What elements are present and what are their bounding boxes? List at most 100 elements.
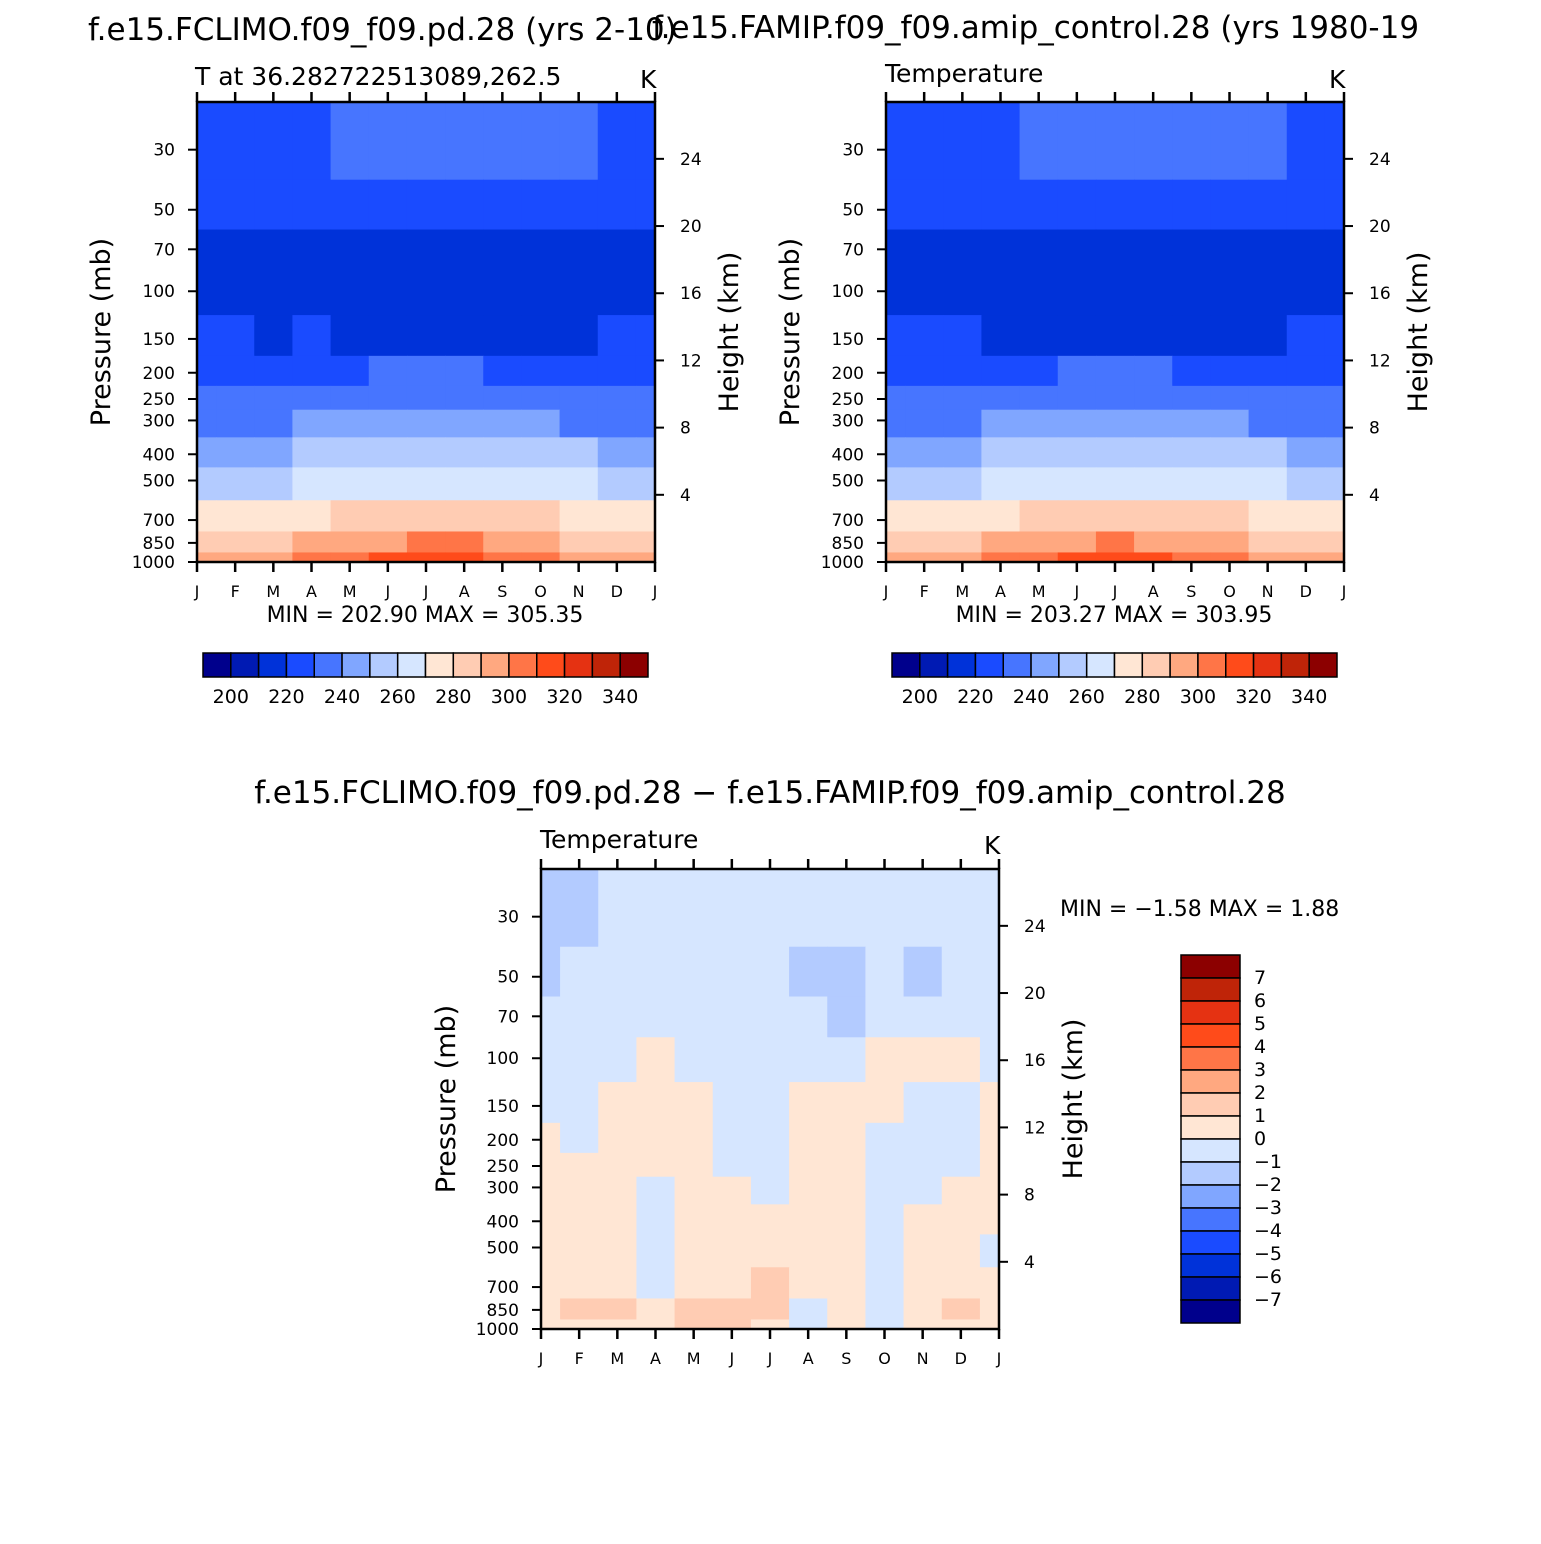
data-cell bbox=[598, 1176, 638, 1205]
data-cell bbox=[865, 1122, 905, 1154]
data-cell bbox=[445, 437, 484, 468]
colorbar-label: 3 bbox=[1254, 1059, 1266, 1081]
data-cell bbox=[905, 500, 944, 533]
panel-amip-title: Temperature bbox=[884, 59, 1043, 88]
data-cell bbox=[598, 946, 638, 998]
data-cell bbox=[445, 409, 484, 438]
y-tick-label: 850 bbox=[487, 1301, 519, 1321]
data-cell bbox=[1210, 385, 1250, 411]
data-cell bbox=[483, 500, 523, 533]
x-tick-label: A bbox=[459, 582, 470, 601]
colorbar-label: 280 bbox=[435, 686, 471, 708]
data-cell bbox=[483, 179, 523, 231]
colorbar-swatch bbox=[341, 652, 371, 678]
data-cell bbox=[636, 869, 676, 948]
data-cell bbox=[541, 1152, 561, 1178]
y2-tick-label: 16 bbox=[680, 284, 702, 304]
data-cell bbox=[1134, 385, 1173, 411]
data-cell bbox=[368, 315, 408, 357]
data-cell bbox=[330, 409, 370, 438]
colorbar-label: 280 bbox=[1124, 686, 1160, 708]
data-cell bbox=[750, 1037, 790, 1083]
data-cell bbox=[541, 1319, 561, 1330]
data-cell bbox=[1210, 179, 1250, 231]
figure-title-left: f.e15.FCLIMO.f09_f09.pd.28 (yrs 2-10) bbox=[88, 12, 677, 48]
y-tick-label: 300 bbox=[143, 411, 175, 431]
data-cell bbox=[1134, 552, 1173, 563]
colorbar-swatch bbox=[285, 652, 315, 678]
data-cell bbox=[979, 1319, 1000, 1330]
data-cell bbox=[521, 102, 561, 181]
y-tick-label: 700 bbox=[832, 511, 864, 531]
data-cell bbox=[330, 315, 370, 357]
x-tick-label: J bbox=[767, 1349, 773, 1368]
data-cell bbox=[254, 467, 294, 501]
colorbar-swatch bbox=[1058, 652, 1088, 678]
data-cell bbox=[1210, 270, 1250, 316]
data-cell bbox=[905, 531, 944, 554]
data-cell bbox=[903, 1176, 943, 1205]
colorbar-swatch bbox=[257, 652, 288, 678]
data-cell bbox=[254, 102, 294, 181]
data-cell bbox=[1019, 552, 1059, 563]
data-cell bbox=[981, 315, 1021, 357]
data-cell bbox=[1324, 229, 1345, 271]
data-cell bbox=[483, 355, 523, 387]
data-cell bbox=[789, 1319, 828, 1330]
data-cell bbox=[1172, 409, 1212, 438]
data-cell bbox=[674, 1082, 714, 1124]
data-cell bbox=[943, 385, 983, 411]
data-cell bbox=[521, 552, 561, 563]
data-cell bbox=[827, 1319, 867, 1330]
data-cell bbox=[559, 385, 599, 411]
data-cell bbox=[1057, 467, 1097, 501]
data-cell bbox=[521, 467, 561, 501]
data-cell bbox=[943, 500, 983, 533]
data-cell bbox=[886, 355, 906, 387]
data-cell bbox=[943, 315, 983, 357]
colorbar-swatch bbox=[452, 652, 482, 678]
data-cell bbox=[712, 1152, 752, 1178]
data-cell bbox=[712, 1267, 752, 1300]
data-cell bbox=[406, 102, 446, 181]
data-cell bbox=[597, 467, 637, 501]
y2-tick-label: 24 bbox=[680, 150, 702, 170]
figure-title-right: f.e15.FAMIP.f09_f09.amip_control.28 (yrs… bbox=[652, 10, 1419, 46]
data-cell bbox=[1286, 467, 1326, 501]
data-cell bbox=[1019, 467, 1059, 501]
data-cell bbox=[1057, 315, 1097, 357]
data-cell bbox=[712, 869, 752, 948]
data-cell bbox=[216, 355, 255, 387]
data-cell bbox=[865, 1152, 905, 1178]
y-tick-label: 400 bbox=[143, 445, 175, 465]
data-cell bbox=[597, 355, 637, 387]
data-cell bbox=[1172, 229, 1212, 271]
data-cell bbox=[865, 1234, 905, 1268]
data-cell bbox=[1324, 467, 1345, 501]
data-cell bbox=[598, 1122, 638, 1154]
data-cell bbox=[1248, 552, 1288, 563]
data-cell bbox=[750, 1298, 790, 1321]
data-cell bbox=[981, 409, 1021, 438]
data-cell bbox=[1324, 552, 1345, 563]
data-cell bbox=[216, 500, 255, 533]
x-tick-label: S bbox=[497, 582, 507, 601]
data-cell bbox=[521, 385, 561, 411]
data-cell bbox=[521, 229, 561, 271]
data-cell bbox=[979, 1234, 1000, 1268]
data-cell bbox=[943, 102, 983, 181]
data-cell bbox=[1057, 500, 1097, 533]
data-cell bbox=[292, 315, 332, 357]
data-cell bbox=[598, 1234, 638, 1268]
data-cell bbox=[979, 869, 1000, 948]
data-cell bbox=[905, 315, 944, 357]
data-cell bbox=[560, 1122, 599, 1154]
colorbar-label: 240 bbox=[1013, 686, 1049, 708]
y-tick-label: 500 bbox=[143, 471, 175, 491]
colorbar-label: −5 bbox=[1254, 1243, 1282, 1265]
data-cell bbox=[943, 179, 983, 231]
data-cell bbox=[598, 1298, 638, 1321]
y-tick-label: 500 bbox=[487, 1238, 519, 1258]
y2-tick-label: 12 bbox=[1369, 351, 1391, 371]
data-cell bbox=[1095, 409, 1135, 438]
